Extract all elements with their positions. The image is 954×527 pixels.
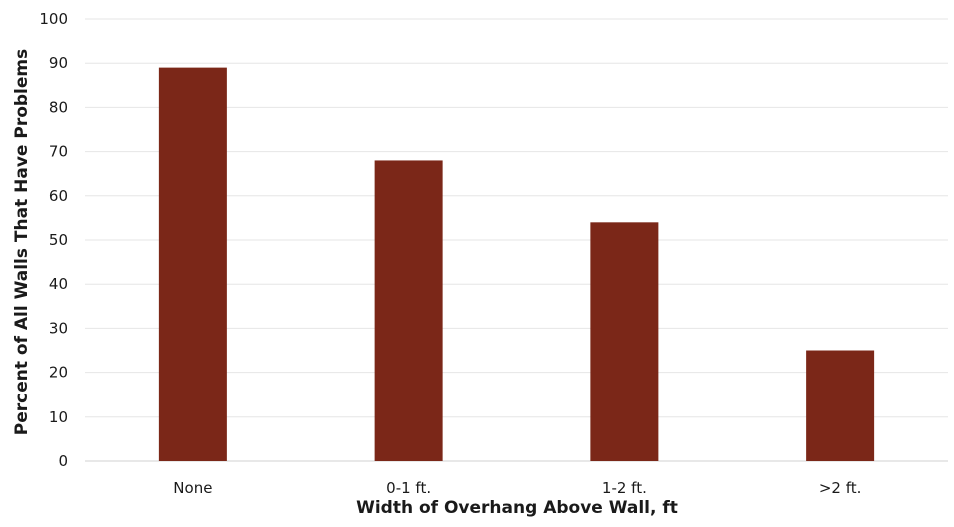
y-axis-title: Percent of All Walls That Have Problems [12, 49, 32, 435]
bar [374, 160, 443, 461]
y-tick-label: 40 [49, 275, 68, 293]
y-tick-label: 30 [49, 319, 68, 337]
y-tick-label: 50 [49, 231, 68, 249]
bar [158, 67, 227, 462]
y-tick-label: 20 [49, 364, 68, 382]
y-tick-label: 60 [49, 187, 68, 205]
y-tick-label: 90 [49, 54, 68, 72]
y-tick-label: 10 [49, 408, 68, 426]
bar [806, 350, 875, 461]
y-tick-label: 0 [58, 452, 68, 470]
x-tick-label: None [173, 479, 212, 497]
x-tick-label: 1-2 ft. [602, 479, 647, 497]
y-tick-label: 100 [39, 10, 68, 28]
x-tick-label: >2 ft. [819, 479, 862, 497]
y-axis-ticks: 0 10 20 30 40 50 60 70 80 90 100 [39, 10, 68, 470]
gridlines [85, 18, 948, 462]
x-axis-ticks: None 0-1 ft. 1-2 ft. >2 ft. [173, 479, 861, 497]
bars [158, 67, 875, 462]
y-tick-label: 70 [49, 143, 68, 161]
bar [590, 222, 659, 461]
y-tick-label: 80 [49, 98, 68, 116]
x-axis-title: Width of Overhang Above Wall, ft [356, 498, 678, 518]
x-tick-label: 0-1 ft. [386, 479, 431, 497]
